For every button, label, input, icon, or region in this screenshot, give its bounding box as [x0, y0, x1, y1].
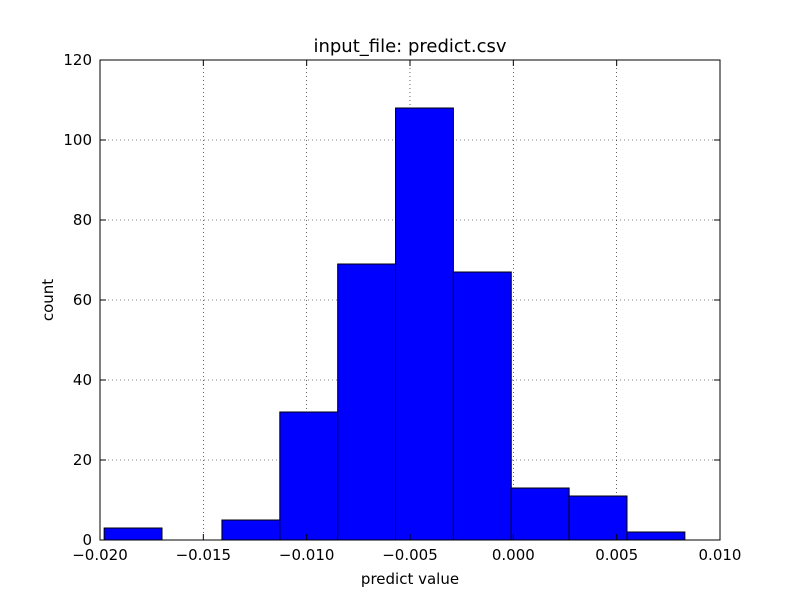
- x-tick-label: 0.005: [595, 546, 638, 564]
- histogram-bar: [337, 263, 397, 541]
- histogram-bar: [279, 411, 339, 541]
- y-tick-label: 40: [73, 371, 92, 389]
- x-tick-label: −0.020: [72, 546, 128, 564]
- y-tick-label: 0: [82, 531, 92, 549]
- y-tick-label: 60: [73, 291, 92, 309]
- x-tick-label: −0.015: [176, 546, 232, 564]
- x-tick-label: 0.000: [492, 546, 535, 564]
- y-tick-label: 20: [73, 451, 92, 469]
- histogram-bar: [221, 519, 281, 541]
- x-axis-label: predict value: [361, 570, 459, 588]
- axis-tick-labels: −0.020 −0.015 −0.010 −0.005 0.000 0.005 0.010 0…: [63, 51, 741, 564]
- histogram-bar: [568, 495, 628, 541]
- histogram-bar: [452, 271, 512, 541]
- y-tick-label: 120: [63, 51, 92, 69]
- y-axis-label: count: [39, 279, 57, 321]
- histogram-bars: [103, 107, 686, 541]
- histogram-bar: [626, 531, 686, 541]
- axis-ticks: [99, 59, 721, 541]
- histogram-bar: [510, 487, 570, 541]
- x-tick-label: 0.010: [699, 546, 742, 564]
- x-tick-label: −0.010: [279, 546, 335, 564]
- y-tick-label: 100: [63, 131, 92, 149]
- x-tick-label: −0.005: [382, 546, 438, 564]
- histogram-bar: [103, 527, 163, 541]
- chart-title: input_file: predict.csv: [313, 36, 506, 57]
- y-tick-label: 80: [73, 211, 92, 229]
- histogram-bar: [395, 107, 454, 541]
